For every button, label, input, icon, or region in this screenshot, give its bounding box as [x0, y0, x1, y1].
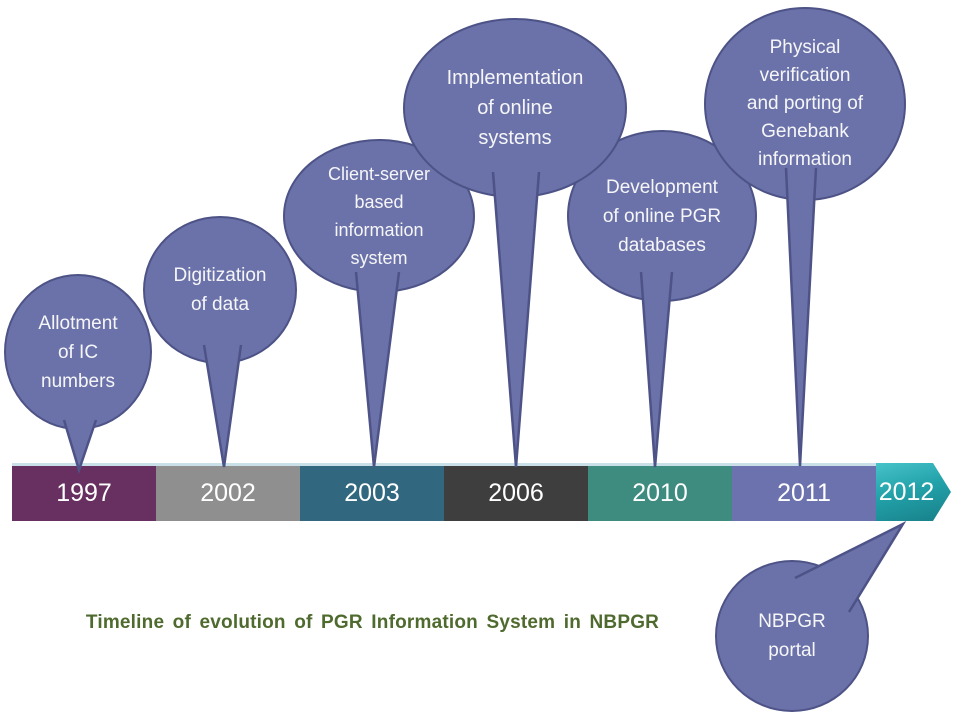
- balloon-allotment: Allotment of IC numbers: [4, 274, 152, 430]
- timeline-bar: 1997 2002 2003 2006 2010 2011 2012: [12, 463, 951, 521]
- balloon-tail-implementation: [491, 171, 541, 468]
- balloon-line: of IC: [57, 341, 99, 363]
- balloon-nbpgr-portal: NBPGR portal: [715, 560, 869, 712]
- timeline-segment-2010: 2010: [588, 463, 732, 521]
- balloon-tail-physical-verification: [784, 167, 818, 467]
- balloon-line: Development: [606, 176, 718, 198]
- balloon-line: of online: [477, 97, 553, 119]
- balloon-line: databases: [618, 234, 706, 256]
- balloon-line: NBPGR: [758, 611, 826, 632]
- balloon-line: Implementation: [446, 67, 584, 89]
- balloon-line: information: [758, 149, 852, 170]
- balloon-line: based: [354, 192, 404, 212]
- timeline-segment-2012-arrow: 2012: [876, 463, 951, 521]
- timeline-segment-1997: 1997: [12, 463, 156, 521]
- balloon-line: portal: [768, 640, 816, 661]
- balloon-line: information: [334, 220, 424, 240]
- balloon-line: numbers: [41, 370, 115, 392]
- timeline-segment-2006: 2006: [444, 463, 588, 521]
- balloon-line: Client-server: [327, 164, 431, 184]
- balloon-physical-verification: Physical verification and porting of Gen…: [704, 7, 906, 201]
- balloon-tail-client-server: [354, 271, 401, 468]
- balloon-implementation: Implementation of online systems: [403, 18, 627, 198]
- balloon-digitization: Digitization of data: [143, 216, 297, 364]
- balloon-line: Genebank: [761, 121, 849, 142]
- timeline-segment-2002: 2002: [156, 463, 300, 521]
- timeline-segment-2003: 2003: [300, 463, 444, 521]
- balloon-line: system: [350, 248, 408, 268]
- balloon-line: of data: [190, 294, 250, 315]
- balloon-line: and porting of: [746, 93, 864, 114]
- balloon-line: of online PGR: [602, 205, 722, 227]
- balloon-line: verification: [759, 65, 851, 86]
- balloon-line: Digitization: [173, 265, 267, 286]
- balloon-line: Physical: [769, 37, 841, 58]
- caption: Timeline of evolution of PGR Information…: [85, 612, 660, 633]
- balloon-line: systems: [478, 127, 552, 149]
- timeline-segment-2011: 2011: [732, 463, 876, 521]
- balloon-line: Allotment: [38, 312, 118, 334]
